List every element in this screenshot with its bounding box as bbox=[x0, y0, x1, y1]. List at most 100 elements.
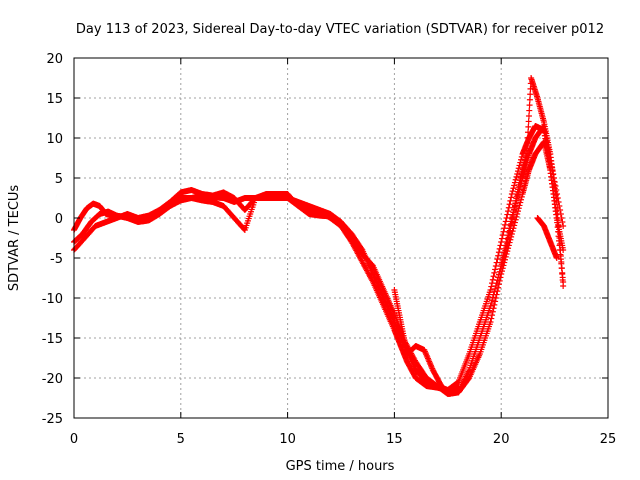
data-point bbox=[500, 228, 507, 235]
x-tick-label: 20 bbox=[493, 432, 510, 447]
x-tick-label: 5 bbox=[177, 432, 185, 447]
data-point bbox=[525, 129, 532, 136]
data-point bbox=[495, 252, 502, 259]
y-tick-label: 15 bbox=[46, 92, 63, 107]
data-point bbox=[495, 284, 502, 291]
data-point bbox=[498, 239, 505, 245]
data-point bbox=[505, 204, 512, 211]
data-point bbox=[554, 211, 561, 217]
data-point bbox=[492, 263, 499, 269]
data-point bbox=[525, 123, 532, 130]
data-point bbox=[493, 259, 500, 266]
series-track-3 bbox=[71, 139, 567, 396]
data-point bbox=[509, 188, 516, 195]
data-point bbox=[498, 268, 505, 275]
data-point bbox=[498, 235, 505, 242]
data-point bbox=[497, 242, 504, 249]
data-point bbox=[455, 383, 462, 389]
data-point bbox=[527, 91, 534, 98]
x-tick-label: 0 bbox=[70, 432, 78, 447]
data-point bbox=[508, 191, 515, 197]
data-point bbox=[557, 253, 564, 259]
data-point bbox=[511, 219, 518, 226]
data-point bbox=[554, 205, 561, 211]
data-point bbox=[526, 102, 533, 109]
data-point bbox=[559, 219, 566, 225]
data-point bbox=[553, 255, 560, 261]
data-point bbox=[498, 271, 505, 277]
x-tick-label: 10 bbox=[279, 432, 296, 447]
data-point bbox=[488, 315, 495, 322]
data-point bbox=[496, 277, 503, 284]
y-tick-label: -10 bbox=[42, 292, 63, 307]
data-point bbox=[489, 312, 496, 319]
data-point bbox=[556, 235, 563, 241]
data-point bbox=[499, 232, 506, 239]
y-tick-label: -5 bbox=[50, 252, 63, 267]
data-point bbox=[487, 319, 494, 325]
plot-area bbox=[71, 75, 567, 397]
data-point bbox=[559, 271, 566, 277]
data-point bbox=[526, 107, 533, 114]
data-marks bbox=[71, 75, 567, 397]
data-point bbox=[560, 283, 567, 289]
y-tick-label: -15 bbox=[42, 332, 63, 347]
data-point bbox=[491, 301, 498, 308]
data-point bbox=[555, 217, 562, 223]
data-point bbox=[494, 288, 501, 295]
data-point bbox=[494, 256, 501, 263]
data-point bbox=[556, 241, 563, 247]
data-point bbox=[558, 265, 565, 271]
chart-title: Day 113 of 2023, Sidereal Day-to-day VTE… bbox=[76, 22, 604, 37]
y-tick-label: 10 bbox=[46, 132, 63, 147]
y-axis-ticks: -25 -20 -15 -10 -5 0 5 10 15 20 bbox=[42, 52, 608, 427]
x-tick-label: 25 bbox=[600, 432, 617, 447]
data-point bbox=[557, 247, 564, 253]
y-tick-label: -20 bbox=[42, 372, 63, 387]
data-point bbox=[559, 277, 566, 283]
series-track-5 bbox=[391, 287, 462, 397]
data-point bbox=[507, 197, 514, 204]
data-point bbox=[526, 96, 533, 103]
data-point bbox=[524, 145, 531, 152]
data-point bbox=[490, 305, 497, 312]
data-point bbox=[489, 308, 496, 315]
x-axis-ticks: 0 5 10 15 20 25 bbox=[70, 58, 616, 447]
x-axis-title: GPS time / hours bbox=[286, 459, 395, 474]
data-point bbox=[495, 281, 502, 288]
series-track-6 bbox=[534, 215, 560, 261]
data-point bbox=[505, 208, 512, 215]
data-point bbox=[518, 196, 525, 203]
data-point bbox=[555, 223, 562, 229]
data-point bbox=[514, 208, 521, 215]
data-point bbox=[492, 266, 499, 273]
grid-lines bbox=[74, 58, 608, 418]
data-point bbox=[492, 298, 499, 305]
series-track-2 bbox=[71, 123, 567, 397]
y-tick-label: 5 bbox=[55, 172, 63, 187]
data-point bbox=[491, 269, 498, 276]
data-point bbox=[506, 201, 513, 208]
data-point bbox=[510, 185, 517, 192]
data-point bbox=[556, 229, 563, 235]
data-point bbox=[524, 140, 531, 147]
plot-frame bbox=[73, 57, 609, 419]
data-point bbox=[487, 287, 494, 293]
data-point bbox=[525, 113, 532, 119]
data-point bbox=[523, 151, 530, 157]
data-point bbox=[495, 249, 502, 256]
y-axis-title: SDTVAR / TECUs bbox=[7, 185, 22, 292]
data-point bbox=[490, 273, 497, 280]
data-point bbox=[504, 211, 511, 218]
data-point bbox=[496, 245, 503, 252]
data-point bbox=[525, 118, 532, 125]
series-track-4 bbox=[498, 75, 567, 289]
data-point bbox=[553, 199, 560, 205]
data-point bbox=[489, 297, 496, 304]
y-tick-label: -25 bbox=[42, 412, 63, 427]
y-tick-label: 0 bbox=[55, 212, 63, 227]
data-point bbox=[497, 274, 504, 281]
data-point bbox=[502, 221, 509, 228]
data-point bbox=[488, 300, 495, 307]
